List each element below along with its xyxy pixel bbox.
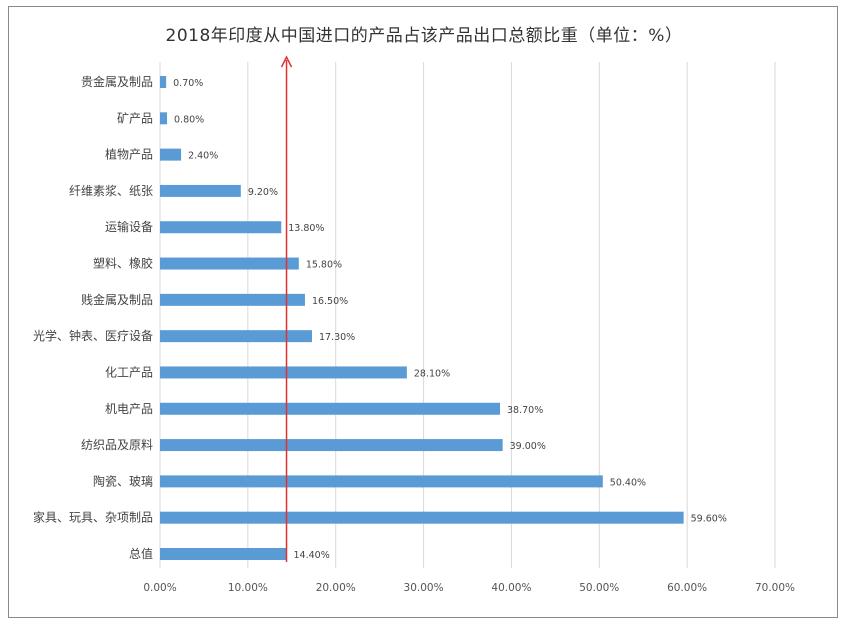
category-label: 植物产品 [105,147,153,162]
bar [160,293,305,306]
x-tick-label: 60.00% [667,582,707,594]
data-label: 28.10% [414,368,450,379]
bar [160,439,503,452]
data-label: 17.30% [319,332,355,343]
chart-title: 2018年印度从中国进口的产品占该产品出口总额比重（单位：%） [165,26,683,46]
bar [160,330,312,343]
x-tick-label: 10.00% [228,582,268,594]
category-label: 贱金属及制品 [81,292,153,307]
category-label: 总值 [129,546,153,561]
data-label: 0.70% [173,78,203,89]
bar [160,402,501,415]
data-label: 2.40% [188,151,218,162]
bar [160,366,407,379]
category-label: 家具、玩具、杂项制品 [33,510,153,525]
category-label: 化工产品 [105,365,153,379]
category-label: 塑料、橡胶 [93,256,153,271]
bar [160,76,167,88]
category-label: 纤维素浆、纸张 [69,183,153,198]
data-label: 15.80% [306,260,342,271]
reference-arrow-icon [280,55,293,68]
x-tick-label: 70.00% [755,582,795,594]
category-label: 贵金属及制品 [81,74,153,89]
bar [160,548,287,560]
data-label: 38.70% [507,405,543,416]
category-label: 光学、钟表、医疗设备 [33,328,153,343]
category-label: 矿产品 [117,111,153,125]
bar [160,511,684,524]
data-label: 50.40% [610,477,646,488]
x-tick-label: 50.00% [579,582,619,594]
category-label: 陶瓷、玻璃 [93,473,153,488]
x-tick-label: 0.00% [143,582,176,594]
x-tick-label: 20.00% [316,582,356,594]
data-label: 0.80% [174,114,204,125]
bar [160,221,282,234]
data-label: 14.40% [294,550,330,561]
bar [160,475,603,488]
bar [160,184,241,197]
bar [160,112,168,125]
category-label: 机电产品 [105,402,153,416]
bar [160,257,299,270]
data-label: 16.50% [312,296,348,307]
data-label: 9.20% [248,187,278,198]
data-label: 59.60% [691,514,727,525]
data-label: 13.80% [288,223,324,234]
x-tick-label: 40.00% [491,582,531,594]
data-label: 39.00% [510,441,546,452]
x-tick-label: 30.00% [404,582,444,594]
category-label: 纺织品及原料 [81,438,153,452]
category-label: 运输设备 [105,219,153,234]
bar [160,148,182,161]
